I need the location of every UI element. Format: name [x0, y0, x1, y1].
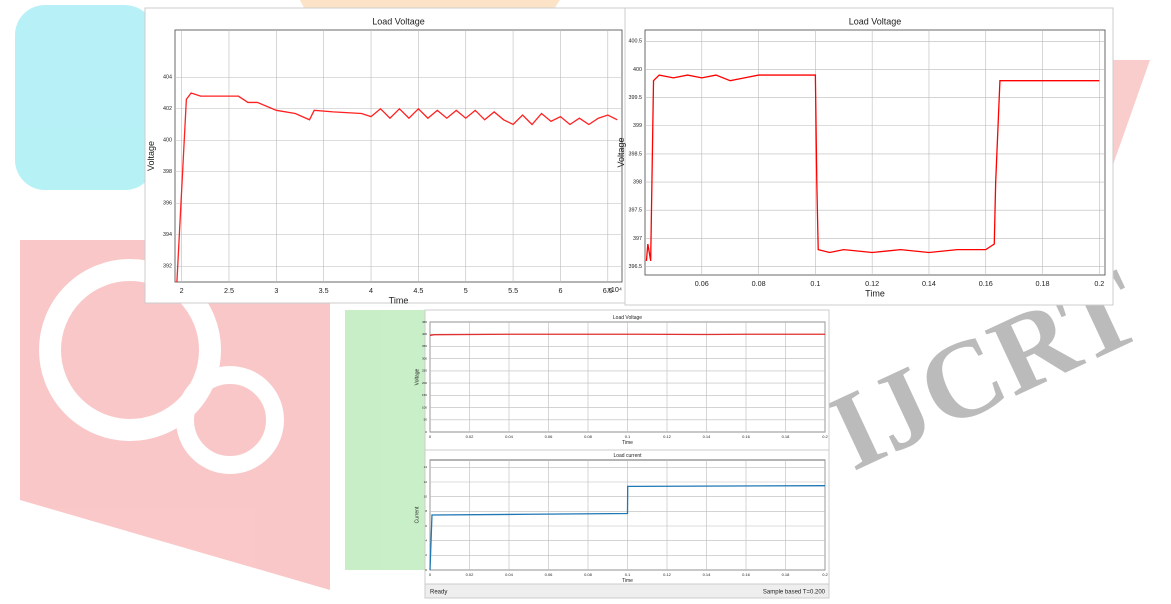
- x-tick-label: 4.5: [413, 286, 423, 295]
- y-tick-label: 398: [163, 169, 172, 175]
- y-axis-label: Voltage: [414, 368, 420, 385]
- x-axis-label: Time: [389, 295, 409, 305]
- y-tick-label: 12: [424, 480, 428, 484]
- x-tick-label: 0.08: [584, 434, 593, 439]
- y-tick-label: 400: [633, 67, 642, 73]
- y-tick-label: 404: [163, 75, 172, 81]
- plot-area: [175, 30, 622, 282]
- x-tick-label: 0.02: [466, 572, 475, 577]
- x-tick-label: 0.04: [505, 572, 514, 577]
- y-tick-label: 10: [424, 494, 428, 498]
- x-tick-label: 0.18: [782, 434, 791, 439]
- chart-title: Load Voltage: [613, 315, 642, 321]
- x-tick-label: 5: [464, 286, 468, 295]
- y-tick-label: 397.5: [629, 208, 643, 214]
- x-tick-label: 3.5: [319, 286, 329, 295]
- y-tick-label: 398: [633, 179, 642, 185]
- y-tick-label: 396: [163, 201, 172, 207]
- y-tick-label: 300: [422, 356, 427, 360]
- x-tick-label: 0.06: [545, 434, 554, 439]
- y-tick-label: 402: [163, 106, 172, 112]
- x-axis-label: Time: [622, 440, 633, 446]
- y-tick-label: 397: [633, 236, 642, 242]
- x-tick-label: 0.08: [584, 572, 593, 577]
- page-canvas: IJCRT Ready Sample based T=0.200 22.533.…: [0, 0, 1171, 599]
- x-tick-label: 2: [180, 286, 184, 295]
- y-tick-label: 14: [424, 465, 428, 469]
- y-tick-label: 250: [422, 369, 427, 373]
- y-tick-label: 392: [163, 264, 172, 270]
- x-tick-label: 0.1: [625, 434, 631, 439]
- y-tick-label: 350: [422, 344, 427, 348]
- x-tick-label: 0.14: [703, 434, 712, 439]
- x-tick-label: 0.18: [1036, 279, 1050, 288]
- bg-shape: [15, 5, 155, 190]
- x-tick-label: 0.18: [782, 572, 791, 577]
- x-tick-label: 0.16: [979, 279, 993, 288]
- y-tick-label: 394: [163, 232, 172, 238]
- x-tick-label: 0.2: [822, 434, 828, 439]
- chart-title: Load current: [613, 453, 642, 459]
- status-right: Sample based T=0.200: [763, 590, 826, 596]
- y-axis-label: Voltage: [616, 137, 626, 167]
- x-tick-label: 0.2: [822, 572, 828, 577]
- x-tick-label: 0.2: [1094, 279, 1104, 288]
- x-tick-label: 6: [558, 286, 562, 295]
- status-left: Ready: [430, 590, 447, 596]
- chart-title: Load Voltage: [849, 16, 902, 26]
- y-tick-label: 50: [424, 418, 428, 422]
- y-tick-label: 396.5: [629, 264, 643, 270]
- x-tick-label: 0.04: [505, 434, 514, 439]
- y-tick-label: 400.5: [629, 39, 643, 45]
- y-tick-label: 399: [633, 123, 642, 129]
- x-tick-label: 3: [274, 286, 278, 295]
- x-tick-label: 0.02: [466, 434, 475, 439]
- y-tick-label: 398.5: [629, 151, 643, 157]
- x-tick-label: 0.1: [810, 279, 820, 288]
- x-tick-label: 0.1: [625, 572, 631, 577]
- y-tick-label: 450: [422, 320, 427, 324]
- x-axis-label: Time: [622, 578, 633, 584]
- x-tick-label: 0.06: [545, 572, 554, 577]
- x-tick-label: 0.12: [663, 434, 672, 439]
- x-tick-label: 4: [369, 286, 373, 295]
- y-tick-label: 150: [422, 393, 427, 397]
- x-tick-label: 0.14: [703, 572, 712, 577]
- y-tick-label: 200: [422, 381, 427, 385]
- x-tick-label: 0.16: [742, 434, 751, 439]
- y-axis-label: Voltage: [146, 141, 156, 171]
- x-tick-label: 0.06: [695, 279, 709, 288]
- y-axis-label: Current: [414, 506, 420, 523]
- x-axis-label: Time: [865, 288, 885, 298]
- chart-title: Load Voltage: [372, 16, 425, 26]
- y-tick-label: 100: [422, 405, 427, 409]
- x-tick-label: 0.14: [922, 279, 936, 288]
- x-tick-label: 2.5: [224, 286, 234, 295]
- page: IJCRT Ready Sample based T=0.200 22.533.…: [0, 0, 1171, 604]
- x-tick-label: 0.12: [663, 572, 672, 577]
- y-tick-label: 400: [422, 332, 427, 336]
- y-tick-label: 400: [163, 138, 172, 144]
- x-multiplier: x10⁴: [607, 285, 622, 294]
- x-tick-label: 0.16: [742, 572, 751, 577]
- x-tick-label: 0.12: [865, 279, 879, 288]
- x-tick-label: 0.08: [752, 279, 766, 288]
- y-tick-label: 399.5: [629, 95, 643, 101]
- x-tick-label: 5.5: [508, 286, 518, 295]
